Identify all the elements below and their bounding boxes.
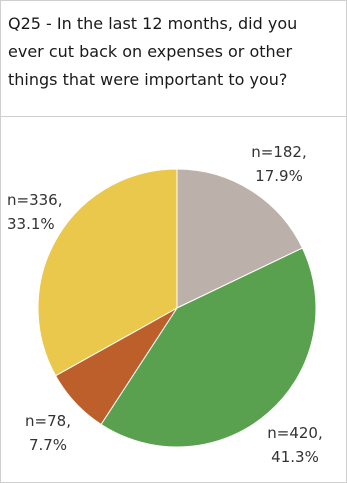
chart-title: Q25 - In the last 12 months, did you eve… — [8, 14, 298, 89]
slice-count-label-4: n=336, — [7, 191, 62, 209]
slice-count-label-2: n=420, — [267, 424, 322, 442]
slice-percent-label-1: 17.9% — [255, 167, 303, 185]
pie-slice-4 — [37, 168, 178, 377]
slice-percent-label-4: 33.1% — [7, 215, 55, 233]
title-band: Q25 - In the last 12 months, did you eve… — [1, 1, 346, 117]
slice-count-label-3: n=78, — [25, 412, 71, 430]
slice-count-label-1: n=182, — [251, 143, 306, 161]
pie-slice-2 — [100, 247, 317, 448]
slice-percent-label-3: 7.7% — [29, 436, 67, 454]
pie-slice-1 — [176, 168, 304, 309]
slice-percent-label-2: 41.3% — [271, 448, 319, 466]
